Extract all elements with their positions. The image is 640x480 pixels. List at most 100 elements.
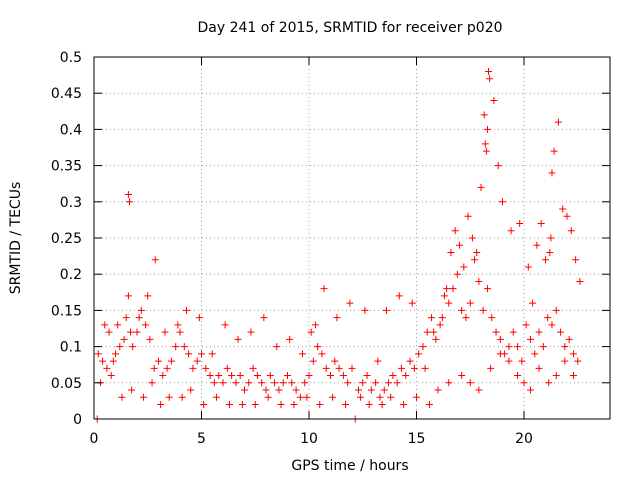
- data-point: [159, 372, 167, 380]
- data-point: [410, 364, 418, 372]
- data-point: [245, 379, 253, 387]
- data-point: [545, 379, 553, 387]
- data-point: [559, 205, 567, 213]
- data-point: [434, 386, 442, 394]
- data-point: [378, 401, 386, 409]
- data-point: [400, 401, 408, 409]
- data-point: [109, 357, 117, 365]
- data-point: [309, 357, 317, 365]
- data-point: [516, 220, 524, 228]
- data-point: [480, 111, 488, 119]
- data-point: [387, 393, 395, 401]
- data-point: [303, 393, 311, 401]
- data-point: [526, 386, 534, 394]
- data-point: [374, 357, 382, 365]
- data-point: [445, 379, 453, 387]
- data-point: [505, 357, 513, 365]
- data-point: [413, 393, 420, 401]
- x-tick-label: 10: [300, 431, 318, 447]
- data-point: [432, 335, 440, 343]
- data-point: [361, 306, 369, 314]
- data-point: [249, 364, 257, 372]
- data-point: [346, 299, 354, 307]
- data-point: [187, 386, 195, 394]
- data-point: [458, 306, 466, 314]
- data-point: [139, 393, 147, 401]
- data-point: [548, 321, 556, 329]
- data-point: [473, 248, 481, 256]
- data-point: [428, 314, 436, 322]
- data-point: [483, 285, 491, 293]
- y-tick-label: 0.25: [51, 231, 82, 247]
- x-axis-label: GPS time / hours: [291, 458, 408, 474]
- data-point: [529, 299, 537, 307]
- data-point: [567, 227, 575, 235]
- data-point: [314, 343, 322, 351]
- data-point: [129, 343, 137, 351]
- data-point: [105, 328, 113, 336]
- plot-frame: [93, 56, 611, 420]
- y-tick-label: 0.35: [51, 159, 82, 175]
- data-point: [225, 401, 233, 409]
- data-point: [402, 372, 410, 380]
- data-point: [451, 227, 459, 235]
- y-tick-label: 0.5: [60, 50, 82, 66]
- data-point: [128, 386, 136, 394]
- data-point: [574, 357, 582, 365]
- data-point: [486, 75, 494, 83]
- x-tick-label: 5: [197, 431, 206, 447]
- data-point: [509, 328, 517, 336]
- data-point: [363, 372, 371, 380]
- x-tick-label: 15: [408, 431, 426, 447]
- data-point: [180, 343, 188, 351]
- y-tick-label: 0: [73, 412, 82, 428]
- x-tick-label: 0: [90, 431, 99, 447]
- data-point: [127, 328, 135, 336]
- data-point: [273, 343, 281, 351]
- data-point: [449, 285, 457, 293]
- data-point: [561, 343, 569, 351]
- chart-title: Day 241 of 2015, SRMTID for receiver p02…: [197, 20, 502, 36]
- data-point: [228, 372, 236, 380]
- data-point: [311, 321, 319, 329]
- data-point: [357, 393, 365, 401]
- data-point: [327, 372, 334, 380]
- data-point: [367, 386, 375, 394]
- data-point: [202, 364, 210, 372]
- data-point: [552, 306, 560, 314]
- data-point: [118, 393, 126, 401]
- data-point: [215, 372, 223, 380]
- data-point: [466, 299, 474, 307]
- data-point: [408, 299, 416, 307]
- data-point: [133, 328, 141, 336]
- data-point: [348, 364, 356, 372]
- data-point: [286, 335, 294, 343]
- data-point: [146, 335, 154, 343]
- data-point: [550, 147, 558, 155]
- data-point: [124, 292, 132, 300]
- data-point: [542, 256, 549, 264]
- data-point: [122, 314, 130, 322]
- data-point: [546, 248, 554, 256]
- data-point: [271, 379, 279, 387]
- y-axis-label: SRMTID / TECUs: [8, 182, 24, 295]
- data-point: [561, 357, 569, 365]
- data-point: [200, 401, 208, 409]
- data-point: [234, 335, 242, 343]
- data-point: [165, 393, 173, 401]
- data-point: [490, 96, 498, 104]
- data-point: [210, 379, 218, 387]
- data-point: [185, 350, 193, 358]
- data-point: [277, 401, 285, 409]
- data-point: [193, 357, 201, 365]
- grid: [94, 57, 610, 419]
- axis-ticks: 0 5 10 15 20 0 0.05 0.1 0.15 0.2 0.25 0.3 0.35 0.4 0.4…: [51, 50, 610, 447]
- x-tick-label: 20: [515, 431, 533, 447]
- data-point: [475, 386, 483, 394]
- data-point: [485, 67, 493, 75]
- data-point: [419, 343, 427, 351]
- data-point: [496, 335, 504, 343]
- data-point: [477, 183, 485, 191]
- data-point: [365, 401, 373, 409]
- data-point: [137, 306, 145, 314]
